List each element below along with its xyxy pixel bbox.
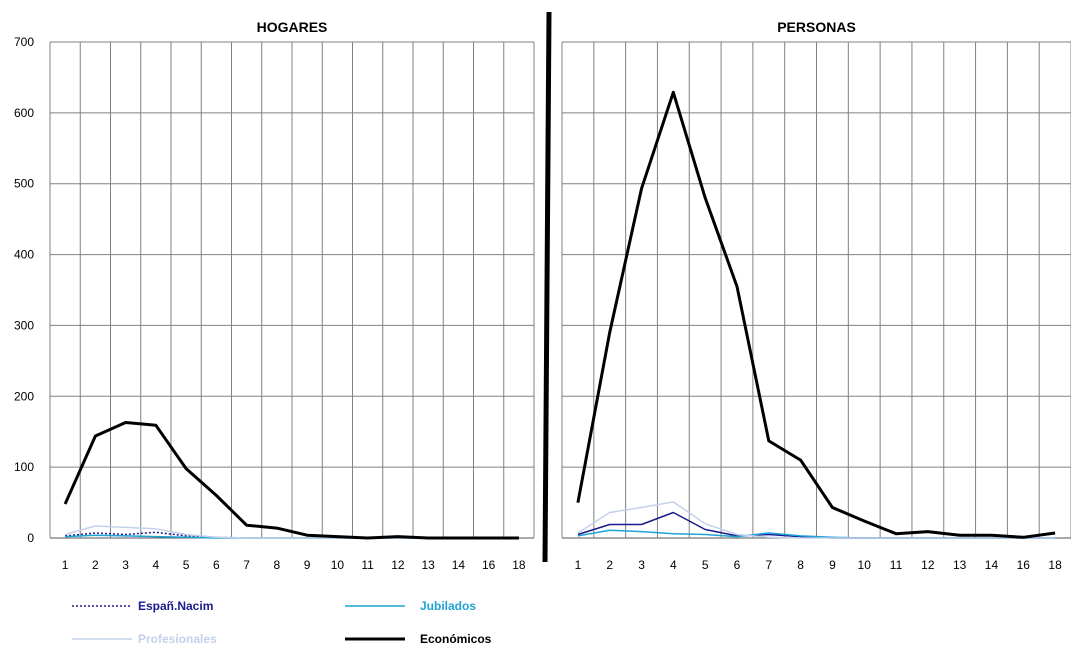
hogares-x-tick-label: 18 — [512, 558, 526, 572]
legend-label: Españ.Nacim — [138, 599, 213, 613]
y-tick-label: 500 — [14, 177, 34, 191]
hogares-x-tick-label: 1 — [62, 558, 69, 572]
legend-label: Jubilados — [420, 599, 476, 613]
hogares-x-tick-label: 13 — [421, 558, 435, 572]
legend-label: Profesionales — [138, 632, 217, 646]
legend-label: Económicos — [420, 632, 492, 646]
panel-divider — [542, 11, 552, 563]
hogares-x-tick-label: 12 — [391, 558, 405, 572]
personas-x-tick-label: 3 — [638, 558, 645, 572]
hogares-x-tick-label: 2 — [92, 558, 99, 572]
hogares-x-tick-label: 11 — [361, 558, 374, 572]
y-tick-label: 600 — [14, 106, 34, 120]
personas-x-tick-label: 14 — [985, 558, 999, 572]
personas-panel: PERSONAS 1 2 3 4 5 6 7 8 9 10 11 12 13 14 16 18 — [561, 19, 1071, 572]
personas-x-tick-label: 16 — [1017, 558, 1031, 572]
y-tick-label: 400 — [14, 248, 34, 262]
personas-series-econ-micos — [576, 90, 1056, 539]
hogares-x-tick-label: 7 — [243, 558, 250, 572]
personas-x-tick-label: 2 — [606, 558, 613, 572]
personas-x-tick-label: 5 — [702, 558, 709, 572]
hogares-x-tick-label: 6 — [213, 558, 220, 572]
personas-x-tick-label: 9 — [829, 558, 836, 572]
hogares-x-tick-label: 4 — [153, 558, 160, 572]
personas-title: PERSONAS — [777, 19, 856, 35]
personas-x-tick-label: 7 — [765, 558, 772, 572]
hogares-x-tick-label: 16 — [482, 558, 496, 572]
y-tick-label: 0 — [27, 531, 34, 545]
hogares-x-tick-label: 5 — [183, 558, 190, 572]
y-tick-label: 100 — [14, 460, 34, 474]
hogares-x-tick-label: 14 — [452, 558, 466, 572]
hogares-x-tick-label: 3 — [122, 558, 129, 572]
personas-x-tick-label: 10 — [858, 558, 872, 572]
hogares-title: HOGARES — [257, 19, 328, 35]
y-tick-label: 200 — [14, 389, 34, 403]
personas-x-tick-label: 6 — [734, 558, 741, 572]
hogares-x-tick-label: 10 — [331, 558, 345, 572]
personas-x-tick-label: 11 — [890, 558, 903, 572]
hogares-series-econ-micos — [63, 421, 519, 540]
hogares-x-tick-label: 9 — [304, 558, 311, 572]
hogares-x-tick-label: 8 — [274, 558, 281, 572]
personas-x-tick-label: 12 — [921, 558, 935, 572]
personas-series-profesionales — [577, 501, 1056, 539]
y-tick-label: 700 — [14, 35, 34, 49]
y-tick-label: 300 — [14, 318, 34, 332]
personas-x-tick-label: 13 — [953, 558, 967, 572]
personas-x-tick-label: 18 — [1048, 558, 1062, 572]
personas-x-tick-label: 4 — [670, 558, 677, 572]
legend: Españ.Nacim Jubilados Profesionales Económi… — [72, 599, 492, 646]
personas-x-tick-label: 1 — [575, 558, 582, 572]
personas-x-tick-label: 8 — [797, 558, 804, 572]
